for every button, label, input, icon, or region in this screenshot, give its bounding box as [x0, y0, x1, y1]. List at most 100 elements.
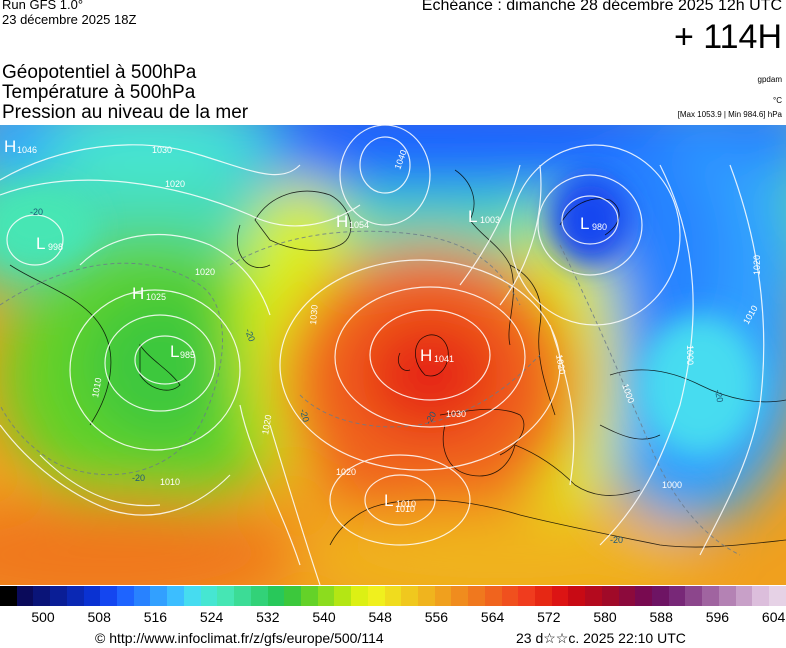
colorscale-swatch: [117, 586, 134, 606]
colorscale-swatch: [150, 586, 168, 606]
run-date: 23 décembre 2025 18Z: [2, 12, 137, 27]
colorscale-swatch: [568, 586, 586, 606]
svg-text:980: 980: [592, 222, 607, 232]
isotherm-label: -20: [713, 389, 725, 404]
colorscale-swatch: [752, 586, 770, 606]
colorscale-tick-label: 500: [31, 609, 55, 625]
colorscale-swatch: [618, 586, 636, 606]
colorscale-swatch: [250, 586, 268, 606]
colorscale-swatch: [769, 586, 786, 606]
colorscale-swatch: [16, 586, 34, 606]
isobar-label: 1020: [195, 267, 215, 277]
title-geopotential: Géopotentiel à 500hPa: [2, 62, 197, 83]
colorscale-swatch: [334, 586, 352, 606]
svg-text:1025: 1025: [146, 292, 166, 302]
isobar-label: 1010: [160, 477, 180, 487]
svg-text:1010: 1010: [396, 499, 416, 509]
copyright-link[interactable]: © http://www.infoclimat.fr/z/gfs/europe/…: [95, 630, 384, 646]
colorscale-swatch: [66, 586, 84, 606]
svg-text:H: H: [420, 346, 432, 365]
pressure-range: [Max 1053.9 | Min 984.6] hPa: [677, 110, 782, 119]
isotherms: [0, 230, 741, 556]
svg-text:H: H: [336, 212, 348, 231]
colorscale-swatch: [468, 586, 485, 606]
unit-temperature: °C: [773, 96, 782, 105]
colorscale-swatch: [551, 586, 569, 606]
colorscale-tick-label: 564: [480, 609, 505, 625]
forecast-valid-time: Echéance : dimanche 28 décembre 2025 12h…: [421, 0, 782, 14]
colorscale-swatch: [0, 586, 17, 606]
svg-text:H: H: [4, 137, 16, 156]
colorscale-tick-label: 508: [87, 609, 111, 625]
colorscale-tick-label: 532: [256, 609, 280, 625]
unit-geopotential: gpdam: [757, 75, 782, 84]
colorscale-swatch: [33, 586, 51, 606]
colorscale-swatch: [133, 586, 151, 606]
center-l-1010: L 1010: [384, 491, 416, 510]
title-temperature: Température à 500hPa: [2, 82, 196, 103]
colorscale-tick-label: 604: [761, 609, 786, 625]
colorscale-tick-label: 580: [593, 609, 617, 625]
colorscale-tick-label: 524: [199, 609, 224, 625]
center-l-985: L 985: [170, 342, 195, 361]
colorscale-swatch: [451, 586, 469, 606]
colorscale-swatch: [284, 586, 301, 606]
svg-text:H: H: [132, 284, 144, 303]
svg-text:L: L: [468, 207, 477, 226]
colorscale-swatch: [635, 586, 653, 606]
colorscale-swatch: [601, 586, 619, 606]
colorscale-swatch: [200, 586, 218, 606]
forecast-map[interactable]: H 1046 L 998 H 1025 L 985 H 1054 L 1003 L 980 H…: [0, 125, 786, 585]
isobar-label: 1030: [446, 409, 466, 419]
colorscale-swatch: [501, 586, 519, 606]
colorscale-swatch: [668, 586, 686, 606]
colorscale-tick-label: 572: [537, 609, 561, 625]
isobar-label: 1000: [685, 345, 695, 365]
colorscale-tick-label: 596: [705, 609, 730, 625]
colorscale-tick-label: 556: [424, 609, 449, 625]
isobar-label: 1030: [152, 145, 172, 155]
isotherm-label: -20: [243, 327, 257, 343]
svg-text:985: 985: [180, 350, 195, 360]
svg-text:L: L: [384, 491, 393, 510]
svg-text:L: L: [580, 214, 589, 233]
map-labels: H 1046 L 998 H 1025 L 985 H 1054 L 1003 L 980 H…: [4, 137, 762, 545]
isobar-label: 1000: [662, 480, 682, 490]
center-l-998: L 998: [36, 234, 63, 253]
colorscale-swatch: [434, 586, 452, 606]
colorscale-swatch: [234, 586, 251, 606]
generation-date: 23 d☆☆c. 2025 22:10 UTC: [516, 630, 686, 646]
title-pressure: Pression au niveau de la mer: [2, 102, 249, 123]
center-h-1025: H 1025: [132, 284, 166, 303]
colorscale-swatch: [518, 586, 535, 606]
colorscale-swatch: [417, 586, 435, 606]
svg-text:1054: 1054: [349, 220, 369, 230]
colorscale-swatch: [685, 586, 703, 606]
isobars: [0, 125, 765, 585]
svg-text:L: L: [170, 342, 179, 361]
svg-text:1046: 1046: [17, 145, 37, 155]
colorscale-tick-label: 540: [312, 609, 336, 625]
svg-text:1041: 1041: [434, 354, 454, 364]
isobar-label: 1020: [752, 255, 762, 275]
center-h-1041: H 1041: [420, 346, 454, 365]
isotherm-label: -20: [132, 473, 145, 483]
colorscale-swatch: [83, 586, 101, 606]
isobar-label: 1020: [554, 354, 567, 375]
colorscale-tick-label: 588: [649, 609, 673, 625]
svg-text:1003: 1003: [480, 215, 500, 225]
colorscale-swatch: [585, 586, 602, 606]
coastlines: [9, 169, 786, 548]
colorscale-swatch: [384, 586, 402, 606]
forecast-horizon: + 114H: [673, 18, 782, 56]
isotherm-label: -20: [298, 408, 311, 423]
center-l-980: L 980: [580, 214, 607, 233]
colorscale-swatch: [50, 586, 67, 606]
colorscale-swatch: [300, 586, 318, 606]
colorscale-swatch: [718, 586, 736, 606]
colorscale-swatch: [317, 586, 335, 606]
center-l-1003: L 1003: [468, 207, 500, 226]
colorscale-swatch: [735, 586, 753, 606]
isotherm-label: -20: [610, 535, 623, 545]
colorscale-swatch: [652, 586, 669, 606]
